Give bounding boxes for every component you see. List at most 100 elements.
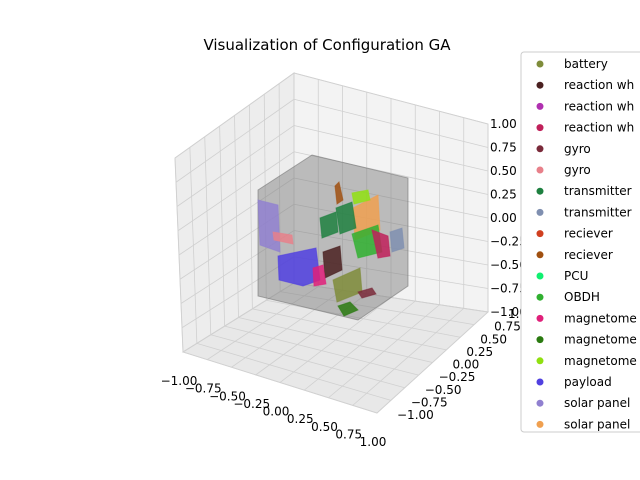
floor-gridline <box>328 304 440 399</box>
magnetometer-box <box>351 189 371 205</box>
legend-label: reciever <box>564 248 613 262</box>
legend-marker <box>536 81 544 89</box>
left-gridline <box>248 104 253 309</box>
x-tick-label: −0.50 <box>209 389 246 403</box>
x-tick-label: −1.00 <box>161 374 198 388</box>
legend-marker <box>536 420 544 428</box>
reciever-box <box>334 181 344 205</box>
legend-label: battery <box>564 57 608 71</box>
gyro-box <box>357 287 377 299</box>
z-tick-label: −0.75 <box>490 282 527 296</box>
legend-label: gyro <box>564 163 591 177</box>
x-tick-label: −0.25 <box>233 397 270 411</box>
z-tick-label: 0.25 <box>490 188 517 202</box>
component-boxes <box>257 154 409 321</box>
floor-gridline <box>280 291 475 326</box>
axis-ticks: −1.00−0.75−0.50−0.250.000.250.500.751.00… <box>161 117 535 449</box>
y-tick-label: −0.50 <box>425 383 462 397</box>
legend-marker <box>536 357 544 365</box>
x-tick-label: −0.75 <box>185 382 222 396</box>
legend-marker <box>536 230 544 238</box>
magnetometer-box <box>312 264 327 287</box>
back-gridline <box>293 98 489 148</box>
legend-marker <box>536 399 544 407</box>
legend-marker <box>536 272 544 280</box>
z-tick-label: 1.00 <box>490 117 517 131</box>
legend-label: transmitter <box>564 184 632 198</box>
left-gridline <box>175 98 295 183</box>
z-tick-label: 0.75 <box>490 141 517 155</box>
legend-marker <box>536 124 544 132</box>
legend: battery reaction wh reaction wh reaction wh… <box>520 51 640 433</box>
legend-marker <box>536 336 544 344</box>
left-gridline <box>263 94 267 301</box>
y-tick-label: 0.75 <box>494 320 521 334</box>
legend-marker <box>536 293 544 301</box>
legend-frame <box>520 51 640 433</box>
y-tick-label: −0.75 <box>411 395 448 409</box>
floor-gridline <box>266 299 461 338</box>
reaction-wheel-box <box>322 245 343 279</box>
legend-marker <box>536 314 544 322</box>
legend-label: reaction wh <box>564 78 634 92</box>
legend-marker <box>536 145 544 153</box>
payload-box <box>277 247 321 287</box>
reaction-wheel-box <box>371 229 391 259</box>
y-tick-label: 0.00 <box>453 358 480 372</box>
transmitter-box <box>389 227 405 253</box>
legend-label: solar panel <box>564 396 630 410</box>
floor-gridline <box>303 300 416 391</box>
floor-gridline <box>376 311 489 414</box>
legend-marker <box>536 60 544 68</box>
x-tick-label: 0.75 <box>335 427 362 441</box>
x-tick-label: 0.00 <box>263 405 290 419</box>
y-tick-label: −0.25 <box>439 370 476 384</box>
floor-gridline <box>252 308 447 351</box>
y-tick-label: 0.50 <box>480 332 507 346</box>
legend-marker <box>536 166 544 174</box>
z-tick-label: 0.50 <box>490 164 517 178</box>
x-tick-label: 0.50 <box>311 420 338 434</box>
legend-label: solar panel <box>564 417 630 431</box>
z-tick-label: −0.25 <box>490 235 527 249</box>
transmitter-box <box>319 211 339 239</box>
back-gridline <box>293 177 489 219</box>
left-gridline <box>174 72 295 159</box>
chart-title: Visualization of Configuration GA <box>203 36 451 54</box>
floor-gridline <box>352 308 465 406</box>
legend-marker <box>536 251 544 259</box>
solar-panel-box <box>257 199 281 253</box>
magnetometer-box <box>337 301 359 317</box>
legend-label: reaction wh <box>564 99 634 113</box>
legend-label: gyro <box>564 142 591 156</box>
legend-label: payload <box>564 375 612 389</box>
legend-label: magnetome <box>564 354 637 368</box>
legend-marker <box>536 378 544 386</box>
legend-items: battery reaction wh reaction wh reaction wh… <box>536 57 637 431</box>
legend-marker <box>536 208 544 216</box>
gyro-box <box>272 231 294 245</box>
transmitter-box <box>335 201 357 235</box>
left-gridline <box>177 151 295 232</box>
floor-gridline <box>238 317 433 363</box>
x-tick-label: 1.00 <box>360 435 387 449</box>
legend-label: transmitter <box>564 205 632 219</box>
legend-label: magnetome <box>564 311 637 325</box>
legend-label: reaction wh <box>564 121 634 135</box>
back-gridline <box>293 72 489 125</box>
x-tick-label: 0.25 <box>287 412 314 426</box>
y-tick-label: −1.00 <box>397 408 434 422</box>
z-tick-label: 0.00 <box>490 211 517 225</box>
legend-marker <box>536 187 544 195</box>
left-gridline <box>176 125 295 207</box>
legend-label: reciever <box>564 227 613 241</box>
z-tick-label: −1.00 <box>490 305 527 319</box>
left-gridline <box>178 177 295 256</box>
y-tick-label: 0.25 <box>466 345 493 359</box>
legend-label: magnetome <box>564 333 637 347</box>
legend-label: PCU <box>564 269 588 283</box>
legend-label: OBDH <box>564 290 600 304</box>
legend-marker <box>536 102 544 110</box>
back-gridline <box>293 125 489 172</box>
